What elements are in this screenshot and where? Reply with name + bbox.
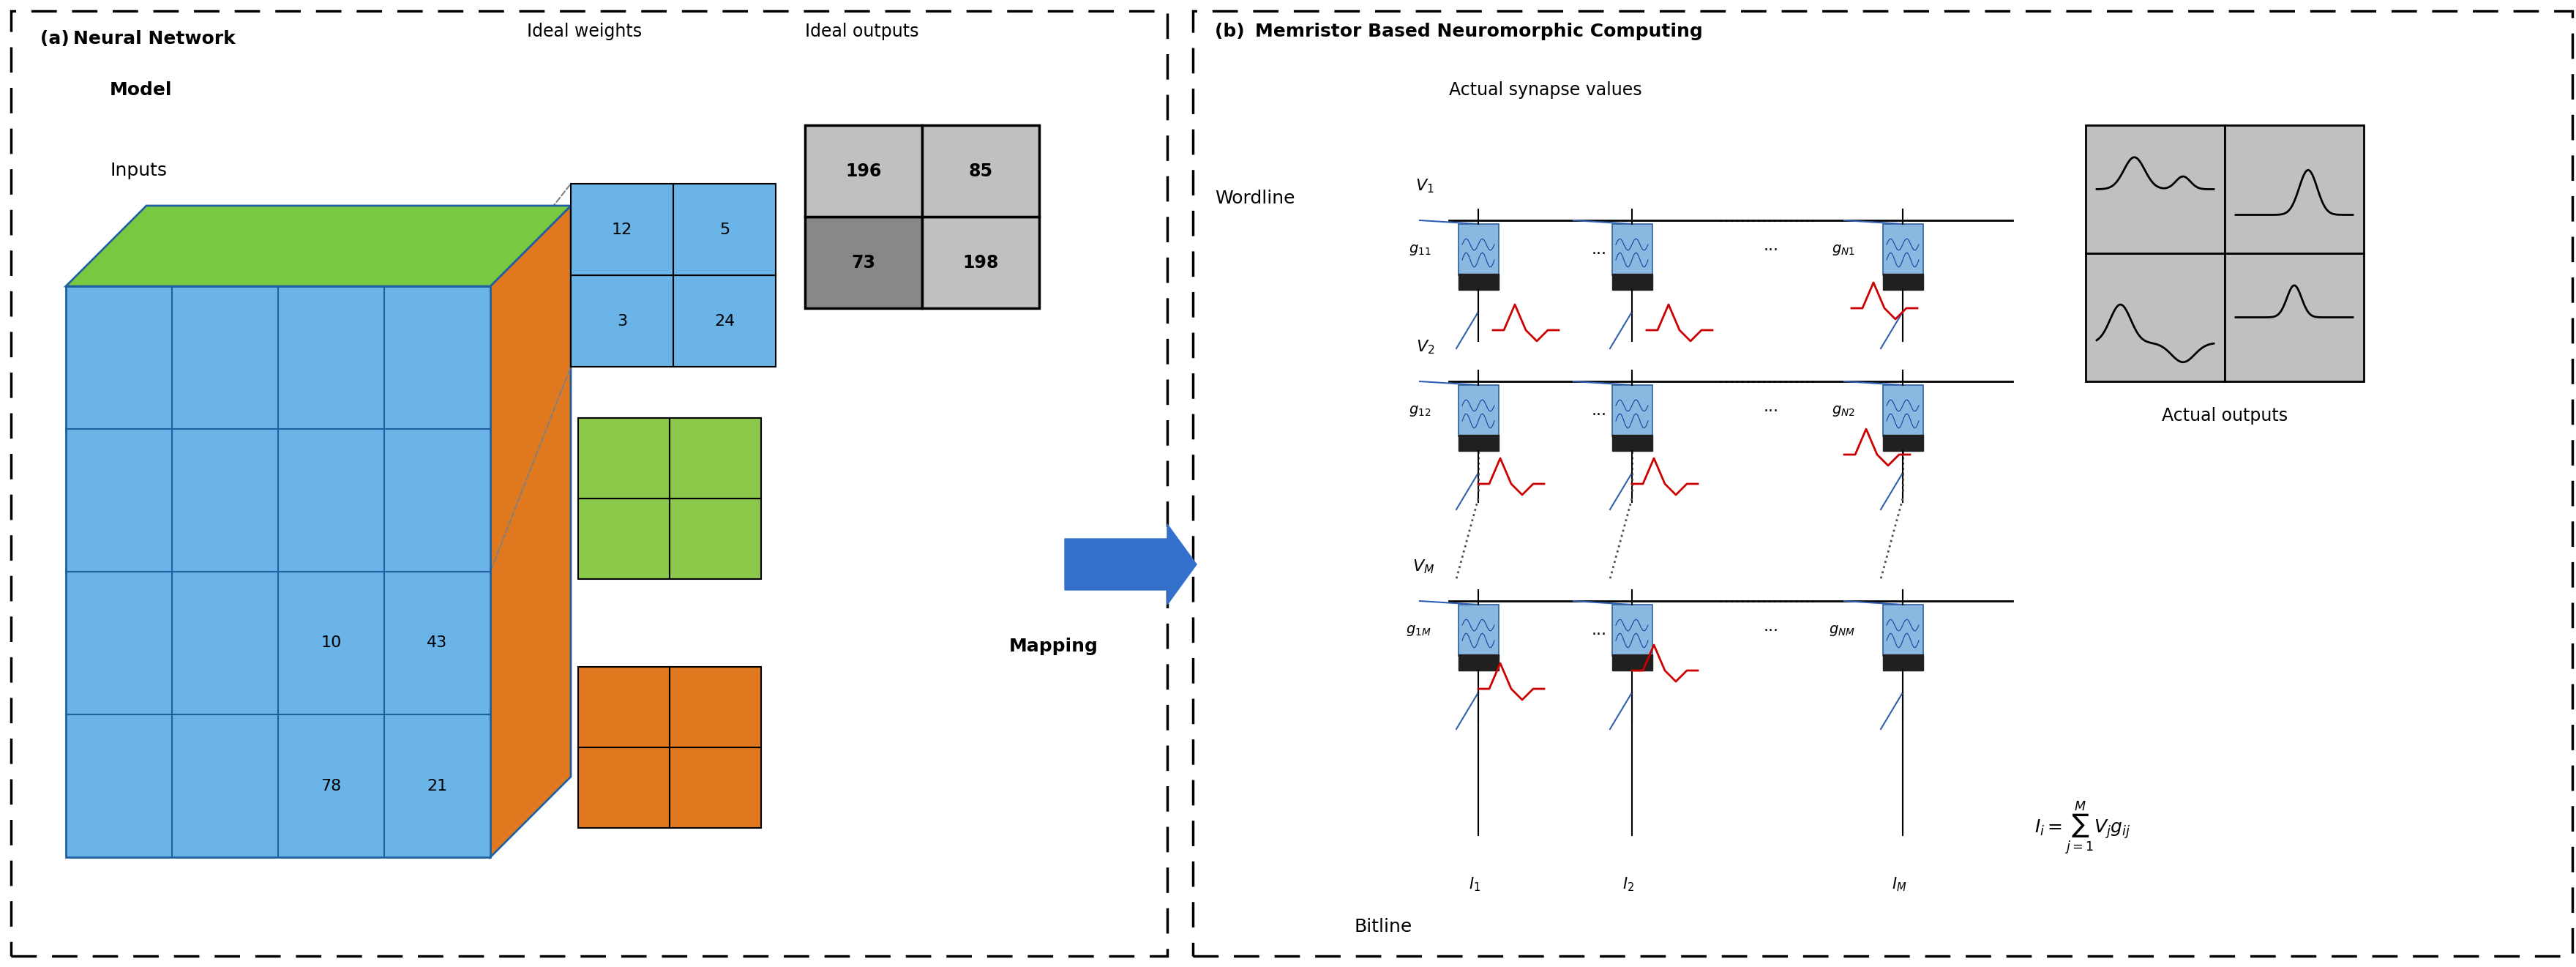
Text: (a): (a) xyxy=(41,30,75,47)
Bar xyxy=(572,184,672,276)
Text: ...: ... xyxy=(1592,403,1607,418)
Text: 43: 43 xyxy=(428,635,448,651)
Text: $I_2$: $I_2$ xyxy=(1623,875,1633,893)
Text: $I_1$: $I_1$ xyxy=(1468,875,1481,893)
Text: 73: 73 xyxy=(853,253,876,271)
Bar xyxy=(1458,224,1499,276)
Bar xyxy=(1883,224,1922,276)
Text: $g_{NM}$: $g_{NM}$ xyxy=(1829,624,1855,637)
Text: Memristor Based Neuromorphic Computing: Memristor Based Neuromorphic Computing xyxy=(1255,22,1703,41)
Text: Inputs: Inputs xyxy=(111,161,167,179)
Text: 24: 24 xyxy=(714,313,734,329)
Bar xyxy=(2087,253,2226,381)
Bar xyxy=(922,217,1038,308)
Bar xyxy=(1613,655,1651,670)
Text: 10: 10 xyxy=(322,635,343,651)
Polygon shape xyxy=(489,206,572,857)
Text: ...: ... xyxy=(1592,243,1607,257)
Text: Ideal outputs: Ideal outputs xyxy=(806,22,920,41)
Text: 21: 21 xyxy=(428,778,448,793)
Bar xyxy=(672,276,775,366)
Text: ...: ... xyxy=(1765,399,1777,414)
Text: $I_i = \sum_{j=1}^{M} V_j g_{ij}$: $I_i = \sum_{j=1}^{M} V_j g_{ij}$ xyxy=(2035,800,2130,857)
Text: ...: ... xyxy=(1765,619,1777,634)
Polygon shape xyxy=(67,206,572,286)
Text: Ideal weights: Ideal weights xyxy=(528,22,641,41)
Text: Mapping: Mapping xyxy=(1010,637,1097,656)
Bar xyxy=(1883,655,1922,670)
Text: Actual synapse values: Actual synapse values xyxy=(1450,81,1641,99)
Bar xyxy=(1458,655,1499,670)
Bar xyxy=(1613,274,1651,290)
Text: ...: ... xyxy=(1592,623,1607,637)
Bar xyxy=(670,667,760,747)
Text: 12: 12 xyxy=(611,222,631,237)
Bar xyxy=(1458,604,1499,656)
Bar xyxy=(2226,253,2365,381)
Text: $V_M$: $V_M$ xyxy=(1412,558,1435,575)
Text: $g_{N1}$: $g_{N1}$ xyxy=(1832,243,1855,256)
Bar xyxy=(1458,274,1499,290)
Text: Actual outputs: Actual outputs xyxy=(2161,407,2287,425)
Text: (b): (b) xyxy=(1216,22,1252,41)
Bar xyxy=(1458,435,1499,451)
Bar xyxy=(577,667,670,747)
Text: $V_1$: $V_1$ xyxy=(1417,177,1435,194)
Text: $I_M$: $I_M$ xyxy=(1891,875,1906,893)
Bar xyxy=(1883,385,1922,436)
Bar xyxy=(672,184,775,276)
Text: Neural Network: Neural Network xyxy=(72,30,234,47)
Bar xyxy=(1613,224,1651,276)
Text: 196: 196 xyxy=(845,162,881,180)
Text: $g_{1M}$: $g_{1M}$ xyxy=(1406,624,1430,637)
Text: 78: 78 xyxy=(322,778,343,793)
Text: 198: 198 xyxy=(963,253,999,271)
Text: 3: 3 xyxy=(616,313,626,329)
Text: 5: 5 xyxy=(719,222,729,237)
Bar xyxy=(1883,274,1922,290)
Text: $g_{11}$: $g_{11}$ xyxy=(1409,243,1430,256)
Text: 85: 85 xyxy=(969,162,992,180)
Text: $g_{12}$: $g_{12}$ xyxy=(1409,403,1430,418)
FancyArrow shape xyxy=(1064,524,1195,604)
Bar xyxy=(670,418,760,499)
Bar xyxy=(1613,604,1651,656)
Bar xyxy=(1613,435,1651,451)
Bar xyxy=(67,286,489,857)
Bar xyxy=(922,125,1038,217)
Bar xyxy=(577,499,670,579)
Bar xyxy=(670,499,760,579)
Bar xyxy=(2226,125,2365,253)
Bar xyxy=(577,418,670,499)
Text: Bitline: Bitline xyxy=(1355,918,1412,935)
Bar xyxy=(806,217,922,308)
Bar xyxy=(577,747,670,828)
Text: $g_{N2}$: $g_{N2}$ xyxy=(1832,403,1855,418)
Bar xyxy=(670,747,760,828)
Bar xyxy=(1613,385,1651,436)
Bar xyxy=(1458,385,1499,436)
Text: Model: Model xyxy=(111,81,173,99)
Text: Wordline: Wordline xyxy=(1216,190,1296,207)
Bar xyxy=(2087,125,2226,253)
Text: ...: ... xyxy=(1765,239,1777,253)
Bar xyxy=(806,125,922,217)
Bar xyxy=(1883,435,1922,451)
Text: $V_2$: $V_2$ xyxy=(1417,338,1435,356)
Bar xyxy=(572,276,672,366)
Bar xyxy=(1883,604,1922,656)
